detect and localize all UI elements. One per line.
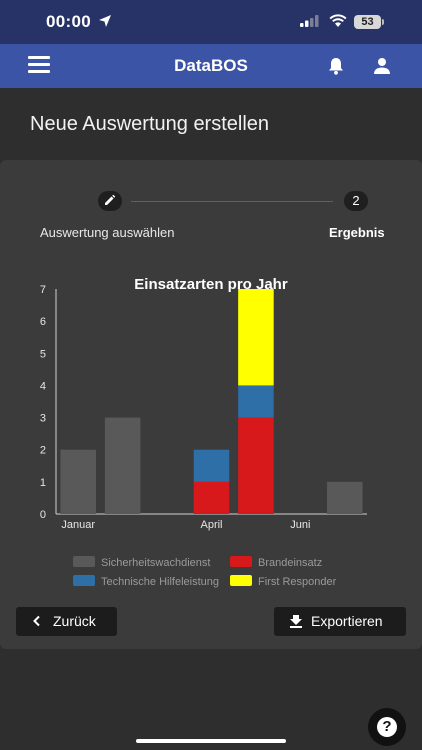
bar-segment: [104, 417, 141, 514]
bar-segment: [238, 289, 274, 386]
battery-indicator: 53: [354, 15, 381, 29]
bar-segment: [327, 481, 363, 514]
page-title: Neue Auswertung erstellen: [30, 113, 270, 135]
evaluation-card: [0, 160, 422, 649]
status-time: 00:00: [46, 12, 91, 31]
home-indicator[interactable]: [136, 739, 286, 743]
download-icon: [290, 615, 302, 628]
app-title: DataBOS: [174, 56, 248, 75]
location-arrow-icon: [99, 15, 111, 27]
legend-swatch: [230, 575, 252, 586]
x-tick-label: April: [200, 519, 222, 531]
legend-swatch: [73, 575, 95, 586]
stepper-connector: [131, 201, 333, 202]
battery-nub: [382, 19, 384, 25]
bar-segment: [238, 417, 274, 514]
incident-types-chart: Einsatzarten pro Jahr 0 1 2 3 4 5 6 7 Januar April…: [40, 276, 367, 588]
wifi-icon: [329, 14, 347, 27]
notification-bell-icon[interactable]: [326, 56, 346, 76]
legend-label: Brandeinsatz: [258, 557, 322, 569]
help-button[interactable]: ?: [368, 708, 406, 746]
y-tick-label: 6: [40, 316, 46, 328]
bar-segment: [193, 449, 230, 482]
export-button-label: Exportieren: [311, 613, 383, 629]
bar-segment: [60, 449, 96, 514]
menu-icon[interactable]: [28, 56, 50, 76]
step-2-indicator[interactable]: 2: [344, 191, 368, 211]
chart-title: Einsatzarten pro Jahr: [134, 276, 288, 293]
legend-swatch: [73, 556, 95, 567]
y-tick-label: 7: [40, 284, 46, 296]
y-tick-label: 2: [40, 445, 46, 457]
legend-label: Sicherheitswachdienst: [101, 557, 210, 569]
back-button-label: Zurück: [53, 613, 96, 629]
x-tick-label: Juni: [290, 519, 310, 531]
user-profile-icon[interactable]: [372, 56, 392, 76]
x-tick-label: Januar: [61, 519, 95, 531]
y-tick-label: 4: [40, 380, 46, 392]
pencil-icon: [105, 194, 116, 205]
step-1-label[interactable]: Auswertung auswählen: [40, 225, 175, 240]
y-tick-label: 1: [40, 477, 46, 489]
y-tick-label: 0: [40, 509, 46, 521]
back-button[interactable]: Zurück: [16, 607, 117, 636]
status-bar: 00:00 53: [0, 0, 422, 44]
step-2-label[interactable]: Ergebnis: [329, 225, 385, 240]
bar-segment: [193, 481, 230, 514]
legend-label: Technische Hilfeleistung: [101, 576, 219, 588]
legend-label: First Responder: [258, 576, 337, 588]
y-tick-label: 5: [40, 348, 46, 360]
step-1-indicator[interactable]: [98, 191, 122, 211]
chevron-left-icon: [33, 615, 40, 627]
cellular-signal-icon: [300, 15, 319, 27]
y-tick-label: 3: [40, 413, 46, 425]
bar-segment: [238, 385, 274, 418]
help-icon: ?: [377, 717, 397, 737]
app-bar: DataBOS: [0, 44, 422, 88]
export-button[interactable]: Exportieren: [274, 607, 406, 636]
legend-swatch: [230, 556, 252, 567]
